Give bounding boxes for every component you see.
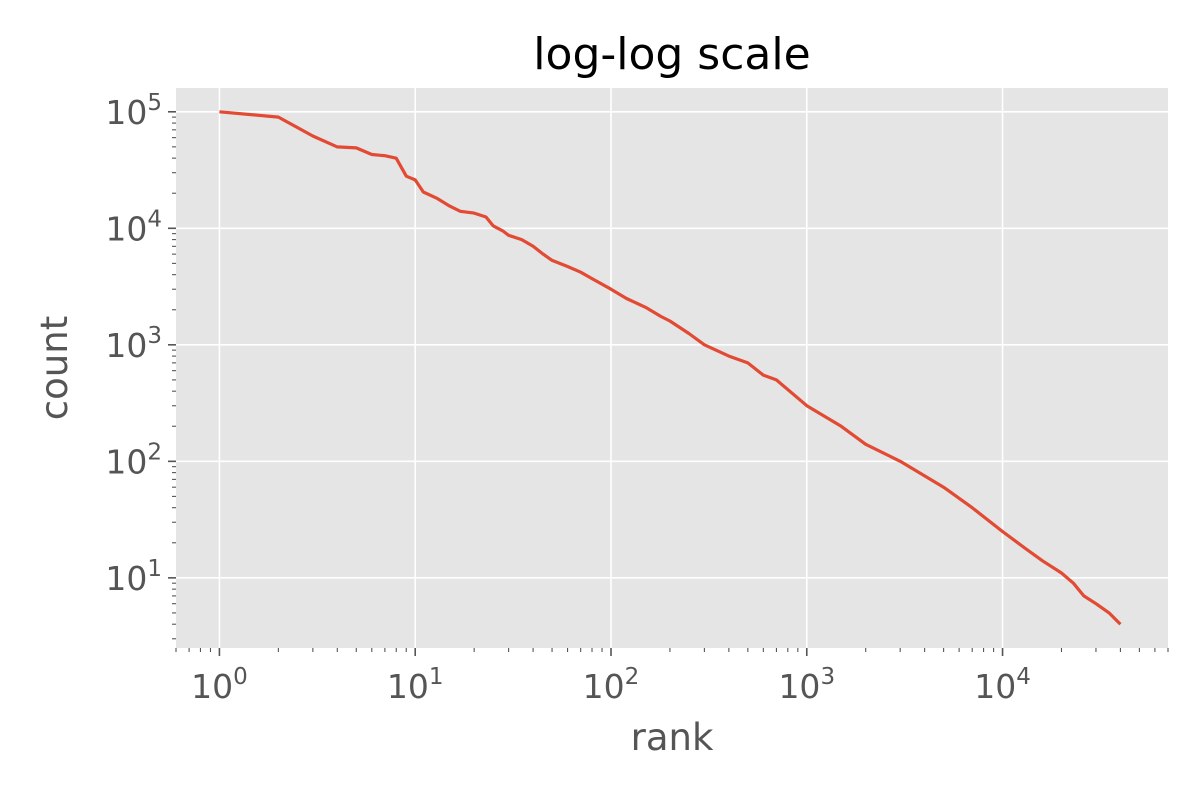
x-tick-label: 103	[778, 664, 835, 706]
minor-ticks	[172, 116, 1169, 652]
y-tick-label: 104	[105, 206, 162, 248]
x-tick-label: 102	[583, 664, 640, 706]
y-axis-ticks: 101 102 103 104 105	[105, 90, 176, 598]
y-tick-label: 103	[105, 323, 162, 365]
y-tick-label: 101	[105, 556, 162, 598]
y-tick-label: 102	[105, 439, 162, 481]
x-tick-label: 101	[387, 664, 444, 706]
x-axis-label: rank	[631, 716, 714, 759]
plot-background	[176, 88, 1168, 648]
x-axis-ticks: 100 101 102 103 104	[191, 648, 1031, 706]
x-tick-label: 104	[974, 664, 1031, 706]
x-tick-label: 100	[191, 664, 248, 706]
y-axis-label: count	[33, 316, 76, 420]
y-tick-label: 105	[105, 90, 162, 132]
series-line	[219, 110, 1122, 626]
chart-title: log-log scale	[533, 29, 810, 80]
series-group	[219, 110, 1122, 626]
